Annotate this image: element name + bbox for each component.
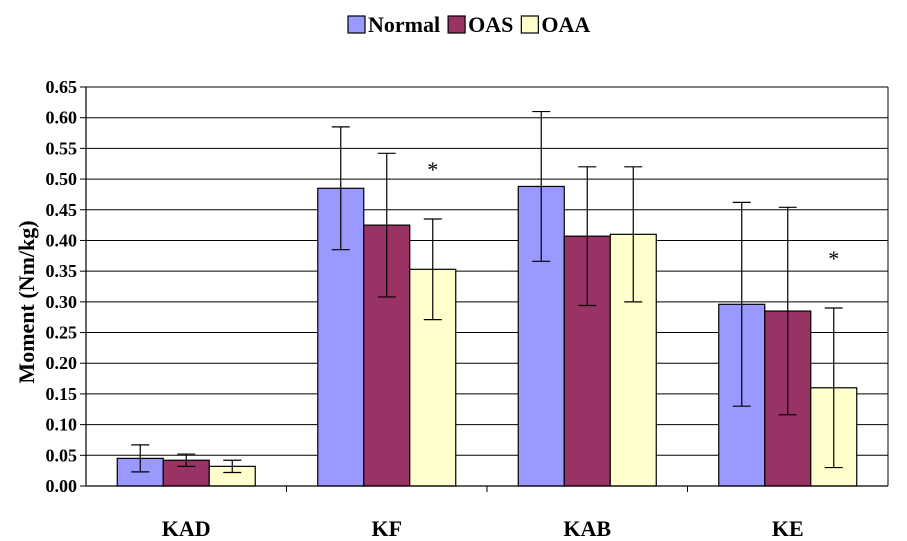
legend: Normal OAS OAA: [347, 12, 590, 37]
x-tick-labels: KAD KF KAB KE: [162, 516, 804, 541]
x-tick-label: KAD: [162, 516, 211, 541]
y-tick-label: 0.00: [46, 476, 78, 496]
y-tick-label: 0.55: [46, 138, 78, 158]
grid-lines: [86, 86, 888, 456]
y-tick-labels: 0.00 0.05 0.10 0.15 0.20 0.25 0.30 0.35 0.40 0.45…: [46, 77, 78, 496]
bars: [116, 185, 858, 487]
y-tick-label: 0.15: [46, 384, 78, 404]
y-tick-label: 0.50: [46, 169, 78, 189]
legend-swatch-oaa: [520, 15, 539, 34]
y-axis-label: Moment (Nm/kg): [14, 220, 39, 383]
x-tick-label: KAB: [563, 516, 611, 541]
y-tick-label: 0.05: [46, 445, 78, 465]
significance-markers: **: [427, 157, 839, 271]
y-tick-label: 0.40: [46, 230, 78, 250]
axes: [80, 86, 889, 492]
y-tick-label: 0.35: [46, 261, 78, 281]
legend-label-normal: Normal: [368, 12, 440, 37]
x-tick-label: KE: [772, 516, 804, 541]
y-tick-label: 0.65: [46, 77, 78, 97]
legend-swatch-oas: [447, 15, 466, 34]
error-bars: [131, 110, 843, 474]
significance-star: *: [828, 246, 839, 271]
y-tick-label: 0.20: [46, 353, 78, 373]
y-tick-label: 0.60: [46, 108, 78, 128]
y-tick-label: 0.30: [46, 292, 78, 312]
y-tick-label: 0.45: [46, 200, 78, 220]
y-tick-label: 0.25: [46, 323, 78, 343]
y-tick-label: 0.10: [46, 415, 78, 435]
x-tick-label: KF: [371, 516, 402, 541]
legend-label-oaa: OAA: [541, 12, 590, 37]
legend-label-oas: OAS: [468, 12, 513, 37]
legend-swatch-normal: [347, 15, 366, 34]
significance-star: *: [427, 157, 438, 182]
